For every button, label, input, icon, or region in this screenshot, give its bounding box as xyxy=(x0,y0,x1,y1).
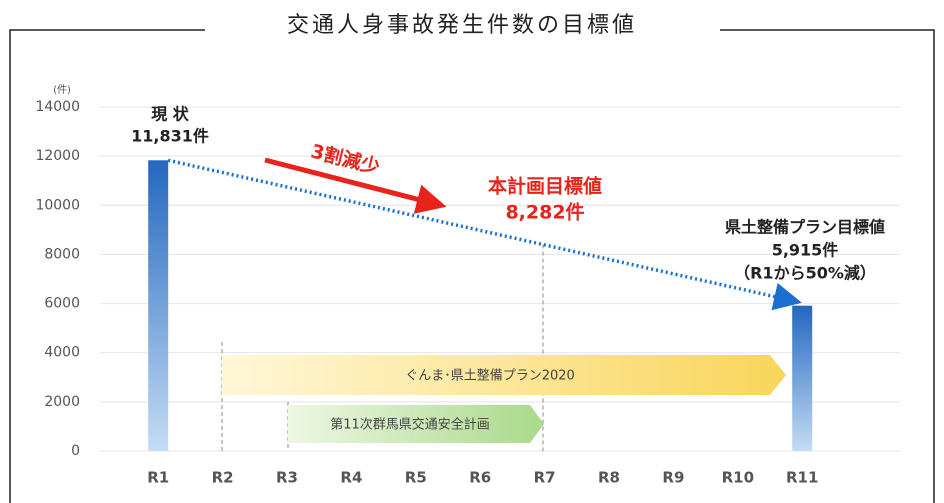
y-tick-label: 2000 xyxy=(44,394,80,410)
arrow xyxy=(264,157,447,214)
annotation: 8,282件 xyxy=(505,201,584,224)
bar xyxy=(148,160,169,452)
x-tick-label: R6 xyxy=(469,469,491,487)
y-tick-label: 10000 xyxy=(35,197,80,213)
annotation: （R1から50%減） xyxy=(734,264,876,283)
y-tick-label: 8000 xyxy=(44,246,80,262)
bar xyxy=(792,305,813,451)
y-tick-label: 0 xyxy=(71,443,80,459)
x-tick-label: R4 xyxy=(340,469,362,487)
x-tick-label: R5 xyxy=(405,469,427,487)
x-tick-label: R7 xyxy=(534,469,556,487)
banner xyxy=(288,405,544,443)
x-tick-label: R8 xyxy=(598,469,620,487)
value-label: 5,915件 xyxy=(772,241,839,260)
frame xyxy=(9,29,935,503)
x-tick-label: R1 xyxy=(147,469,169,487)
annotation: 本計画目標値 xyxy=(488,175,602,198)
x-tick-label: R11 xyxy=(786,469,818,487)
trend-line xyxy=(167,158,802,311)
value-label: 11,831件 xyxy=(131,127,209,146)
banner-label: ぐんま･県土整備プラン2020 xyxy=(405,368,575,384)
y-tick-label: 12000 xyxy=(35,148,80,164)
banner-label: 第11次群馬県交通安全計画 xyxy=(330,417,490,433)
x-tick-label: R2 xyxy=(212,469,234,487)
annotation: 現 状 xyxy=(151,105,190,124)
x-tick-label: R10 xyxy=(722,469,754,487)
banner xyxy=(222,355,786,395)
y-tick-label: 14000 xyxy=(35,99,80,115)
chart-title: 交通人身事故発生件数の目標値 xyxy=(287,13,637,38)
y-unit: (件) xyxy=(53,84,71,96)
x-tick-label: R3 xyxy=(276,469,298,487)
y-tick-label: 4000 xyxy=(44,345,80,361)
y-tick-label: 6000 xyxy=(44,296,80,312)
annotation: 県土整備プラン目標値 xyxy=(725,218,885,237)
x-tick-label: R9 xyxy=(662,469,684,487)
